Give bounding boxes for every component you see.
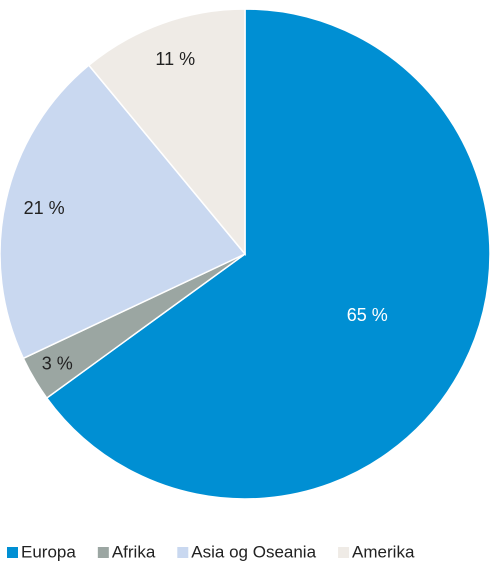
- legend-swatch: [7, 547, 18, 558]
- legend-swatch: [338, 547, 350, 558]
- legend: Europa Afrika Asia og Oseania Amerika: [7, 542, 415, 561]
- data-label: 65 %: [347, 305, 388, 325]
- pie-slice: [87, 8, 246, 257]
- legend-label: Afrika: [112, 542, 156, 561]
- pie-slice: [0, 64, 247, 360]
- legend-swatch: [97, 547, 109, 558]
- data-label: 3 %: [42, 354, 73, 374]
- data-label: 11 %: [155, 49, 195, 69]
- legend-label: Asia og Oseania: [191, 542, 316, 561]
- legend-label: Amerika: [352, 542, 415, 561]
- data-label: 21 %: [24, 198, 65, 218]
- legend-label: Europa: [21, 542, 76, 561]
- legend-swatch: [177, 547, 189, 558]
- pie-slice: [45, 8, 491, 500]
